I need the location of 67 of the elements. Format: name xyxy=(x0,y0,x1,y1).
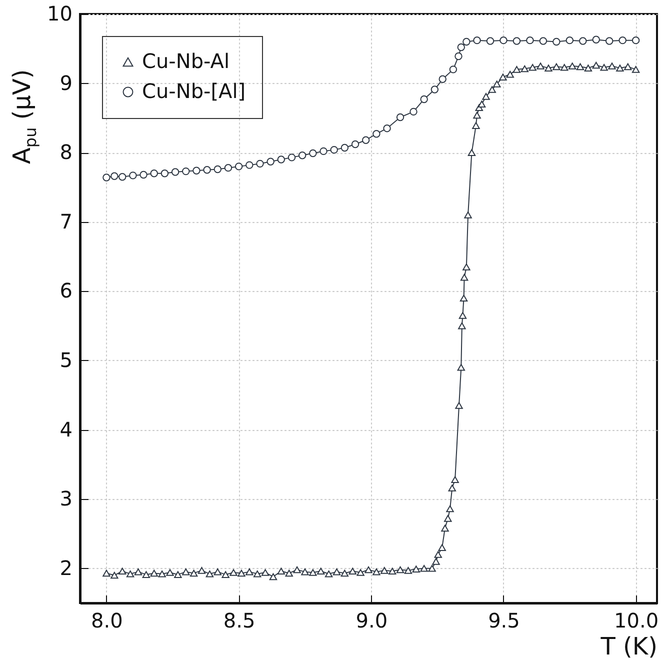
point xyxy=(351,140,360,148)
y-tick-label: 9 xyxy=(60,70,72,95)
point xyxy=(171,168,180,176)
point xyxy=(539,37,548,45)
point xyxy=(512,37,521,45)
y-tick-label: 6 xyxy=(60,278,72,303)
point xyxy=(203,166,211,174)
point xyxy=(438,75,446,83)
point xyxy=(266,158,274,166)
x-axis-title: T (K) xyxy=(600,632,658,660)
point xyxy=(606,37,614,45)
point xyxy=(362,136,370,144)
y-tick-label: 8 xyxy=(60,140,72,164)
point xyxy=(592,36,600,44)
point xyxy=(454,52,462,60)
point xyxy=(340,144,349,152)
point xyxy=(140,170,148,179)
point xyxy=(320,147,328,156)
point xyxy=(473,36,481,44)
point xyxy=(224,164,232,172)
point xyxy=(277,156,286,164)
point xyxy=(632,36,640,44)
x-tick-label: 9.0 xyxy=(356,608,388,632)
point xyxy=(457,43,465,52)
y-tick-label: 2 xyxy=(60,556,72,580)
point xyxy=(110,172,118,180)
y-tick-label: 7 xyxy=(60,209,72,234)
point xyxy=(102,174,110,182)
point xyxy=(182,167,190,176)
point xyxy=(430,86,439,94)
point xyxy=(410,108,418,116)
point xyxy=(500,36,508,44)
point xyxy=(288,154,296,162)
point xyxy=(566,36,574,44)
y-tick-label: 10 xyxy=(47,2,72,26)
point xyxy=(214,165,222,174)
point xyxy=(462,38,470,46)
point xyxy=(309,149,317,158)
x-tick-label: 9.5 xyxy=(488,608,520,632)
point xyxy=(372,130,380,138)
point xyxy=(234,162,243,170)
y-tick-label: 4 xyxy=(60,417,72,442)
point xyxy=(192,166,200,174)
point xyxy=(420,95,428,104)
legend-label: Cu-Nb-[Al] xyxy=(142,79,246,103)
point xyxy=(150,170,158,178)
point xyxy=(383,124,391,132)
legend-label: Cu-Nb-Al xyxy=(142,49,230,73)
point xyxy=(579,37,587,45)
point xyxy=(160,170,169,178)
point xyxy=(449,66,458,74)
y-tick-label: 3 xyxy=(60,486,72,511)
point xyxy=(396,113,404,122)
point xyxy=(256,160,264,168)
point xyxy=(618,36,626,44)
y-tick-label: 5 xyxy=(60,348,72,372)
point xyxy=(552,38,560,46)
point xyxy=(486,37,494,45)
x-tick-label: 8.5 xyxy=(223,608,256,632)
point xyxy=(118,172,126,181)
point xyxy=(129,172,137,180)
point xyxy=(298,152,306,160)
point xyxy=(330,146,338,154)
x-tick-label: 10.0 xyxy=(614,608,659,632)
point xyxy=(526,36,534,44)
point xyxy=(246,161,254,169)
x-tick-label: 8.0 xyxy=(91,608,123,632)
